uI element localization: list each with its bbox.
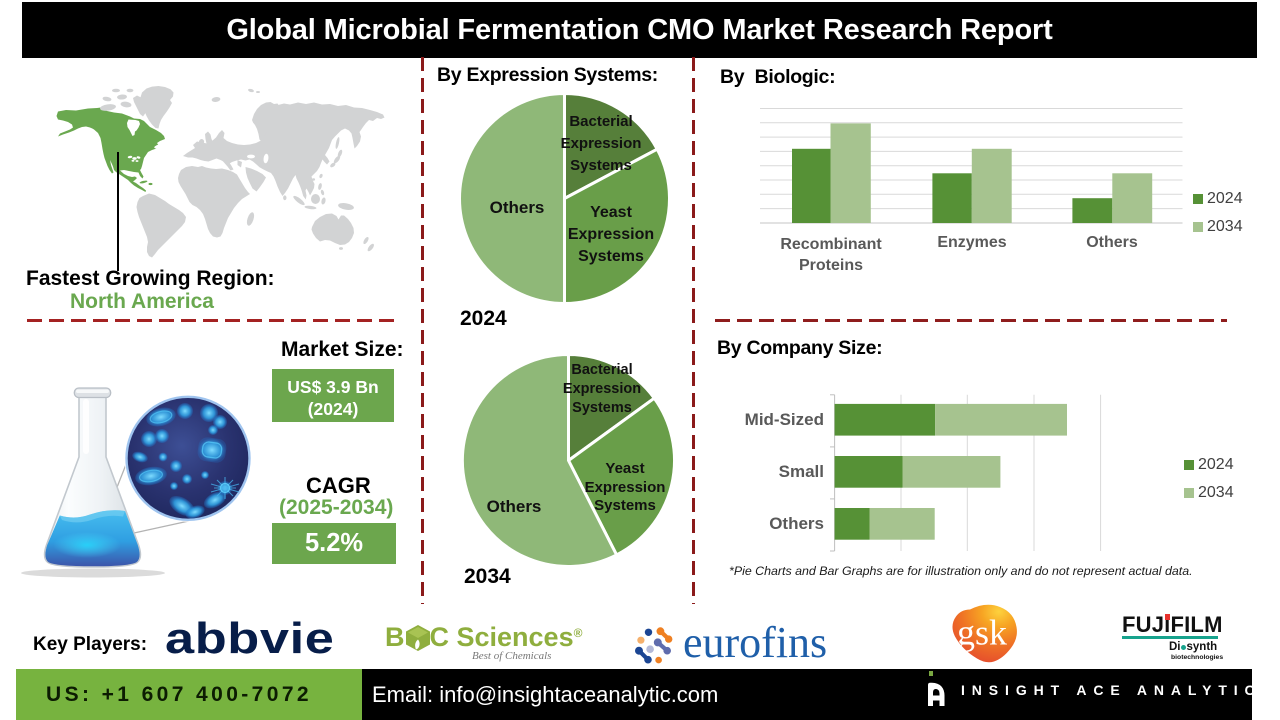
svg-text:gsk: gsk [957, 613, 1007, 653]
